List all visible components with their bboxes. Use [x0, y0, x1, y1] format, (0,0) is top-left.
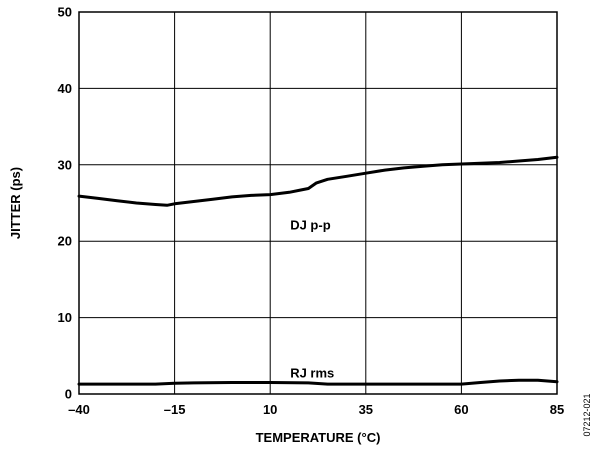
- y-tick-label: 30: [58, 157, 72, 172]
- x-axis-title: TEMPERATURE (°C): [256, 430, 381, 445]
- y-axis-tick-labels: 0 10 20 30 40 50: [58, 5, 72, 402]
- series-layer: DJ p-p RJ rms: [77, 155, 559, 386]
- y-tick-label: 40: [58, 81, 72, 96]
- y-tick-label: 50: [58, 5, 72, 20]
- y-tick-label: 10: [58, 310, 72, 325]
- x-axis-tick-labels: –40 –15 10 35 60 85: [68, 402, 564, 417]
- x-tick-label: 35: [359, 402, 373, 417]
- x-tick-label: –40: [68, 402, 90, 417]
- plot-frame: [78, 11, 558, 395]
- x-tick-label: –15: [164, 402, 186, 417]
- x-tick-label: 85: [550, 402, 564, 417]
- series-label: DJ p-p: [290, 217, 331, 232]
- y-tick-label: 20: [58, 234, 72, 249]
- x-tick-label: 10: [263, 402, 277, 417]
- figure-id: 07212-021: [582, 393, 592, 436]
- y-axis-title: JITTER (ps): [8, 167, 23, 239]
- series-label: RJ rms: [290, 366, 334, 381]
- y-tick-label: 0: [65, 387, 72, 402]
- series-line-0: [77, 155, 559, 207]
- series-line-1: [77, 378, 559, 386]
- x-tick-label: 60: [454, 402, 468, 417]
